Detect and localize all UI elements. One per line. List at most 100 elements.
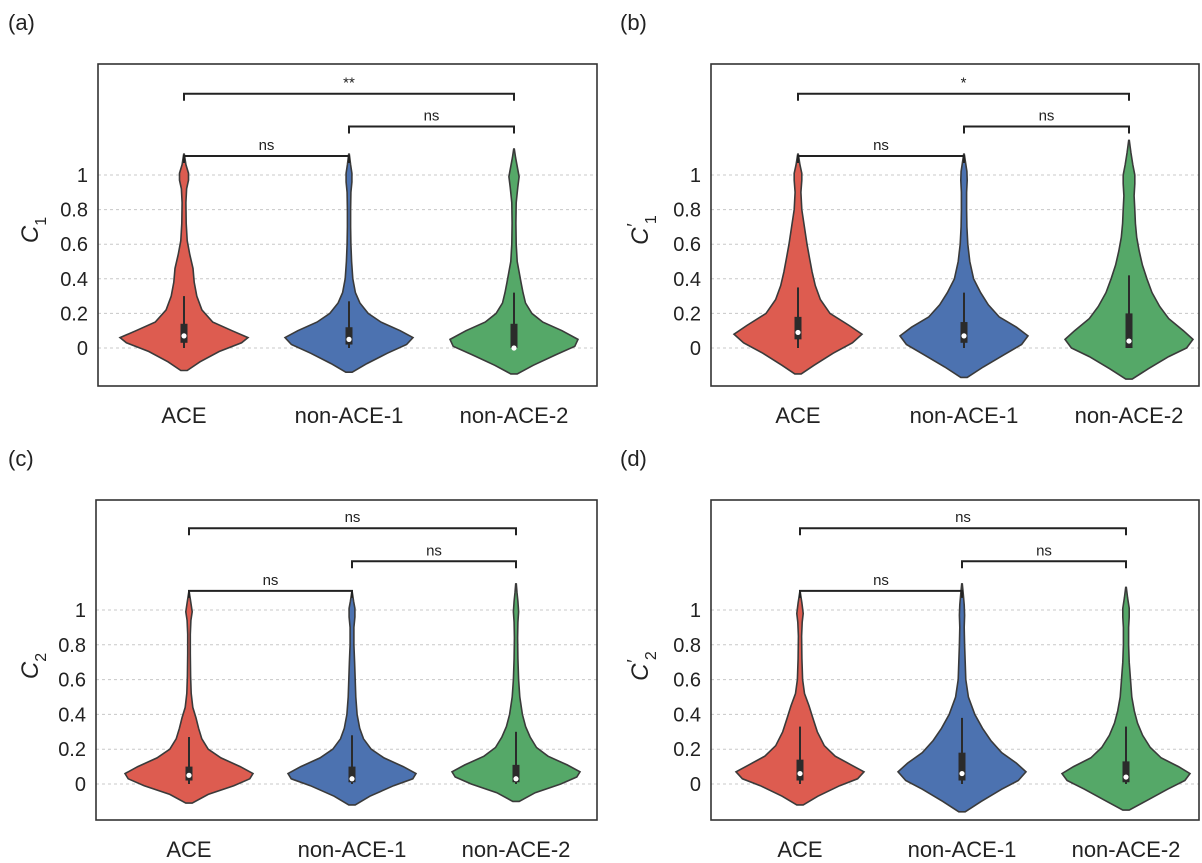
significance-bracket bbox=[348, 125, 515, 134]
significance-bracket bbox=[961, 560, 1127, 569]
violin-non-ACE-1 bbox=[896, 583, 1028, 813]
y-axis-label: C2 bbox=[17, 653, 50, 679]
significance-bracket bbox=[188, 527, 517, 536]
y-tick-label: 0 bbox=[75, 774, 86, 796]
y-tick-label: 0.8 bbox=[673, 635, 701, 657]
iqr-box bbox=[348, 766, 356, 783]
chart-panel: (d) 0 0.2 0.4 0.6 0.8 1 ACE non-ACE-1 non-ACE-2 ns… bbox=[620, 446, 1200, 862]
median-point bbox=[1126, 338, 1132, 344]
y-tick-label: 1 bbox=[690, 165, 701, 187]
violin-non-ACE-2 bbox=[450, 583, 582, 803]
x-tick-label: non-ACE-1 bbox=[908, 837, 1017, 862]
median-point bbox=[349, 776, 355, 782]
iqr-box bbox=[1125, 313, 1133, 348]
iqr-box bbox=[512, 764, 520, 783]
x-tick-label: ACE bbox=[777, 837, 822, 862]
violin-ACE bbox=[732, 153, 864, 375]
significance-bracket bbox=[183, 154, 350, 163]
y-tick-label: 0.4 bbox=[673, 704, 701, 726]
y-tick-label: 0.2 bbox=[673, 739, 701, 761]
significance-label: ns bbox=[1036, 542, 1052, 559]
y-axis-label: C′2 bbox=[624, 651, 660, 681]
significance-label: ns bbox=[873, 137, 889, 154]
median-point bbox=[513, 776, 519, 782]
y-tick-label: 0.2 bbox=[58, 739, 86, 761]
y-tick-label: 0.8 bbox=[60, 200, 88, 222]
y-tick-label: 0.4 bbox=[58, 704, 86, 726]
violin-ACE bbox=[118, 153, 250, 372]
iqr-box bbox=[1122, 761, 1130, 783]
median-point bbox=[511, 345, 517, 351]
median-point bbox=[959, 770, 965, 777]
median-point bbox=[797, 770, 803, 777]
plot-frame bbox=[710, 63, 1200, 387]
significance-bracket bbox=[799, 527, 1127, 536]
violin-non-ACE-2 bbox=[1060, 586, 1192, 811]
significance-label: ns bbox=[955, 509, 971, 526]
median-point bbox=[795, 329, 801, 336]
x-tick-label: non-ACE-1 bbox=[910, 403, 1019, 428]
median-point bbox=[186, 772, 192, 778]
y-tick-label: 1 bbox=[690, 600, 701, 622]
plot-frame bbox=[710, 499, 1200, 821]
significance-bracket bbox=[351, 560, 517, 569]
median-point bbox=[961, 333, 967, 339]
chart-panel: (c) 0 0.2 0.4 0.6 0.8 1 ACE non-ACE-1 non-ACE-2 ns… bbox=[8, 446, 598, 862]
y-tick-label: 1 bbox=[77, 165, 88, 187]
significance-label: ns bbox=[263, 572, 279, 589]
violin-non-ACE-1 bbox=[898, 153, 1030, 379]
y-axis-label: C′1 bbox=[624, 215, 660, 245]
x-tick-label: ACE bbox=[775, 403, 820, 428]
significance-label: ns bbox=[426, 542, 442, 559]
y-axis-label: C1 bbox=[17, 217, 50, 243]
median-point bbox=[181, 333, 187, 339]
y-tick-label: 0.6 bbox=[58, 670, 86, 692]
y-tick-label: 0.6 bbox=[60, 234, 88, 256]
significance-bracket bbox=[797, 154, 965, 163]
significance-label: ns bbox=[1039, 108, 1055, 125]
significance-bracket bbox=[963, 125, 1130, 134]
y-tick-label: 0.6 bbox=[673, 234, 701, 256]
violin-non-ACE-2 bbox=[448, 148, 580, 375]
plot-frame bbox=[97, 63, 598, 387]
significance-label: ns bbox=[424, 108, 440, 125]
chart-panel: (a) 0 0.2 0.4 0.6 0.8 1 ACE non-ACE-1 non-ACE-2 **… bbox=[8, 10, 598, 428]
panel-label: (c) bbox=[8, 446, 34, 471]
y-tick-label: 0 bbox=[690, 338, 701, 360]
significance-label: ns bbox=[345, 509, 361, 526]
x-tick-label: non-ACE-1 bbox=[298, 837, 407, 862]
iqr-box bbox=[794, 316, 802, 340]
panel-label: (d) bbox=[620, 446, 647, 471]
y-tick-label: 0 bbox=[690, 774, 701, 796]
x-tick-label: ACE bbox=[166, 837, 211, 862]
panel-label: (b) bbox=[620, 10, 647, 35]
chart-panel: (b) 0 0.2 0.4 0.6 0.8 1 ACE non-ACE-1 non-ACE-2 * n… bbox=[620, 10, 1200, 428]
panel-label: (a) bbox=[8, 10, 35, 35]
iqr-box bbox=[510, 323, 518, 348]
y-tick-label: 0.4 bbox=[673, 269, 701, 291]
y-tick-label: 0.8 bbox=[673, 200, 701, 222]
iqr-box bbox=[958, 752, 966, 781]
significance-label: ns bbox=[873, 572, 889, 589]
y-tick-label: 0.4 bbox=[60, 269, 88, 291]
significance-label: ns bbox=[259, 137, 275, 154]
y-tick-label: 0.6 bbox=[673, 670, 701, 692]
x-tick-label: ACE bbox=[161, 403, 206, 428]
median-point bbox=[346, 336, 352, 342]
iqr-box bbox=[796, 759, 804, 781]
significance-bracket bbox=[183, 92, 515, 101]
y-tick-label: 0.2 bbox=[673, 303, 701, 325]
x-tick-label: non-ACE-2 bbox=[460, 403, 569, 428]
y-tick-label: 0.8 bbox=[58, 635, 86, 657]
median-point bbox=[1123, 774, 1129, 780]
iqr-box bbox=[960, 322, 968, 343]
y-tick-label: 0.2 bbox=[60, 303, 88, 325]
x-tick-label: non-ACE-2 bbox=[462, 837, 571, 862]
y-tick-label: 1 bbox=[75, 600, 86, 622]
iqr-box bbox=[345, 327, 353, 345]
significance-bracket bbox=[799, 589, 963, 598]
y-tick-label: 0 bbox=[77, 338, 88, 360]
violin-non-ACE-2 bbox=[1063, 139, 1195, 380]
significance-label: ** bbox=[343, 75, 355, 92]
